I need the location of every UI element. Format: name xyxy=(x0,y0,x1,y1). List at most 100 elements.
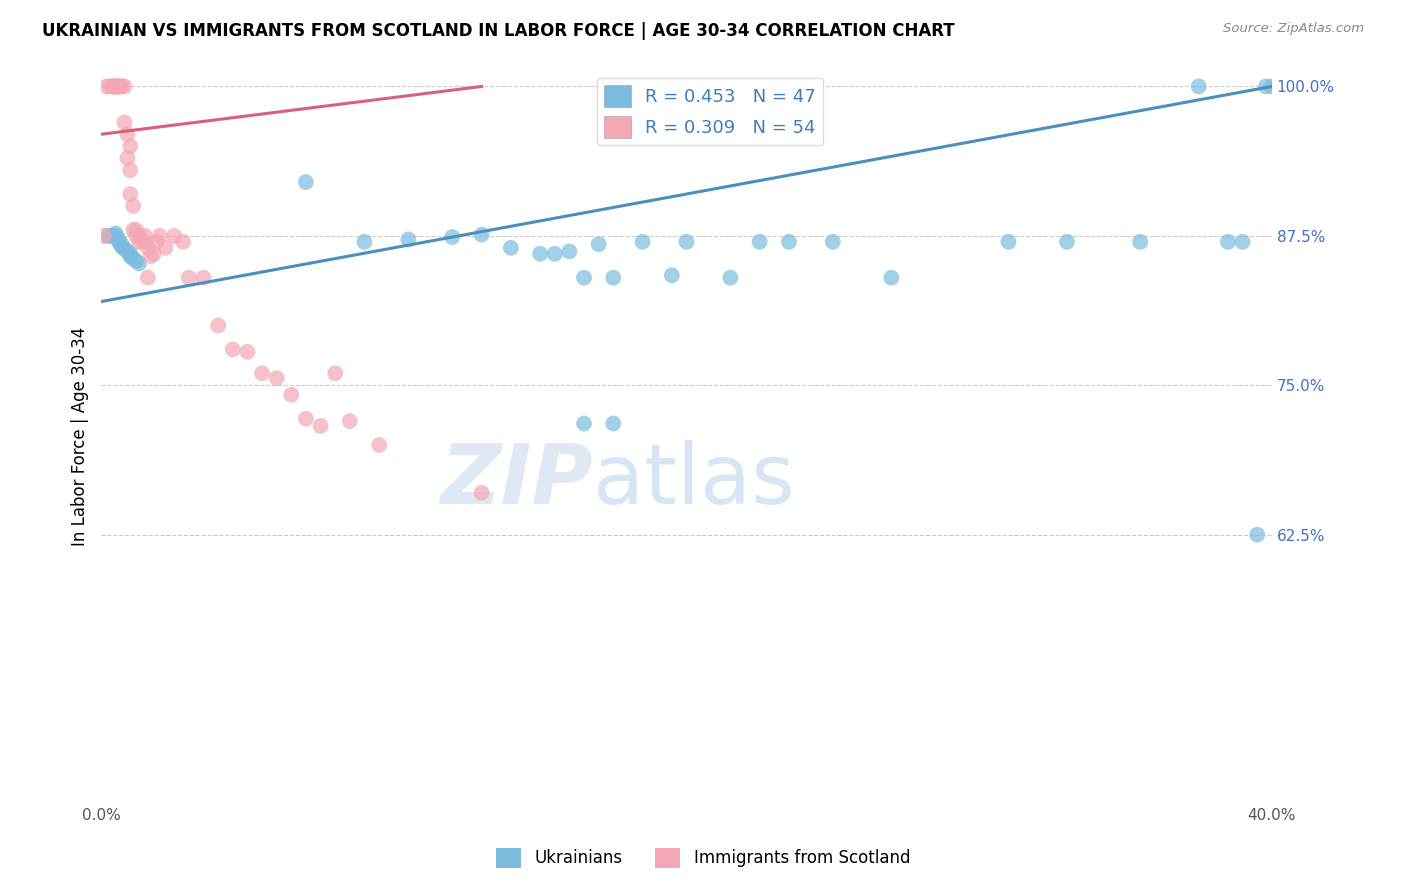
Point xyxy=(120,249,142,263)
Point xyxy=(323,367,346,381)
Point xyxy=(441,230,464,244)
Point xyxy=(117,244,139,259)
Point xyxy=(139,249,162,263)
Point xyxy=(1261,79,1284,94)
Point xyxy=(134,228,156,243)
Point xyxy=(172,235,194,249)
Point xyxy=(104,79,127,94)
Point xyxy=(295,175,318,189)
Point xyxy=(134,235,156,249)
Legend: Ukrainians, Immigrants from Scotland: Ukrainians, Immigrants from Scotland xyxy=(489,841,917,875)
Point xyxy=(107,235,129,249)
Point xyxy=(280,388,302,402)
Point xyxy=(1254,79,1277,94)
Point xyxy=(107,232,129,246)
Point xyxy=(177,270,200,285)
Point xyxy=(125,223,148,237)
Point xyxy=(114,115,136,129)
Point xyxy=(396,232,419,246)
Point xyxy=(778,235,800,249)
Point xyxy=(295,411,318,425)
Point xyxy=(128,235,150,249)
Point xyxy=(114,242,136,256)
Point xyxy=(120,139,142,153)
Point xyxy=(1188,79,1211,94)
Point xyxy=(718,270,741,285)
Point xyxy=(499,241,522,255)
Text: Source: ZipAtlas.com: Source: ZipAtlas.com xyxy=(1223,22,1364,36)
Point xyxy=(117,151,139,165)
Point xyxy=(98,79,121,94)
Point xyxy=(544,247,567,261)
Point xyxy=(236,344,259,359)
Point xyxy=(101,228,124,243)
Point xyxy=(122,223,145,237)
Point xyxy=(631,235,654,249)
Point xyxy=(107,79,129,94)
Point xyxy=(128,228,150,243)
Legend: R = 0.453   N = 47, R = 0.309   N = 54: R = 0.453 N = 47, R = 0.309 N = 54 xyxy=(596,78,824,145)
Point xyxy=(120,187,142,202)
Point xyxy=(120,163,142,178)
Point xyxy=(101,79,124,94)
Point xyxy=(661,268,683,283)
Point xyxy=(880,270,903,285)
Point xyxy=(104,227,127,241)
Point xyxy=(222,343,245,357)
Point xyxy=(122,252,145,266)
Point xyxy=(120,247,142,261)
Y-axis label: In Labor Force | Age 30-34: In Labor Force | Age 30-34 xyxy=(72,326,89,546)
Point xyxy=(125,254,148,268)
Point xyxy=(353,235,375,249)
Point xyxy=(163,228,186,243)
Point xyxy=(107,79,129,94)
Point xyxy=(588,237,610,252)
Point xyxy=(114,79,136,94)
Point xyxy=(96,79,118,94)
Point xyxy=(93,228,115,243)
Point xyxy=(309,418,332,433)
Point xyxy=(471,227,494,242)
Point xyxy=(250,367,273,381)
Point xyxy=(104,79,127,94)
Point xyxy=(104,79,127,94)
Text: UKRAINIAN VS IMMIGRANTS FROM SCOTLAND IN LABOR FORCE | AGE 30-34 CORRELATION CHA: UKRAINIAN VS IMMIGRANTS FROM SCOTLAND IN… xyxy=(42,22,955,40)
Point xyxy=(529,247,551,261)
Point xyxy=(101,79,124,94)
Point xyxy=(149,228,172,243)
Point xyxy=(136,241,159,255)
Point xyxy=(675,235,697,249)
Point xyxy=(110,239,132,253)
Point xyxy=(558,244,581,259)
Point xyxy=(110,237,132,252)
Point xyxy=(155,241,177,255)
Point xyxy=(368,438,391,452)
Text: atlas: atlas xyxy=(593,440,794,521)
Point xyxy=(104,79,127,94)
Point xyxy=(1246,527,1268,541)
Point xyxy=(266,371,288,385)
Point xyxy=(136,270,159,285)
Point xyxy=(339,414,361,428)
Point xyxy=(1129,235,1152,249)
Point xyxy=(1216,235,1239,249)
Point xyxy=(104,228,127,243)
Point xyxy=(602,270,624,285)
Point xyxy=(572,270,595,285)
Point xyxy=(98,228,121,243)
Point xyxy=(572,417,595,431)
Point xyxy=(117,128,139,142)
Point xyxy=(821,235,844,249)
Point xyxy=(997,235,1019,249)
Point xyxy=(128,256,150,270)
Point xyxy=(1232,235,1254,249)
Point xyxy=(145,235,167,249)
Point xyxy=(122,199,145,213)
Point xyxy=(1056,235,1078,249)
Point xyxy=(104,79,127,94)
Point xyxy=(193,270,215,285)
Point xyxy=(104,79,127,94)
Point xyxy=(471,486,494,500)
Point xyxy=(602,417,624,431)
Point xyxy=(207,318,229,333)
